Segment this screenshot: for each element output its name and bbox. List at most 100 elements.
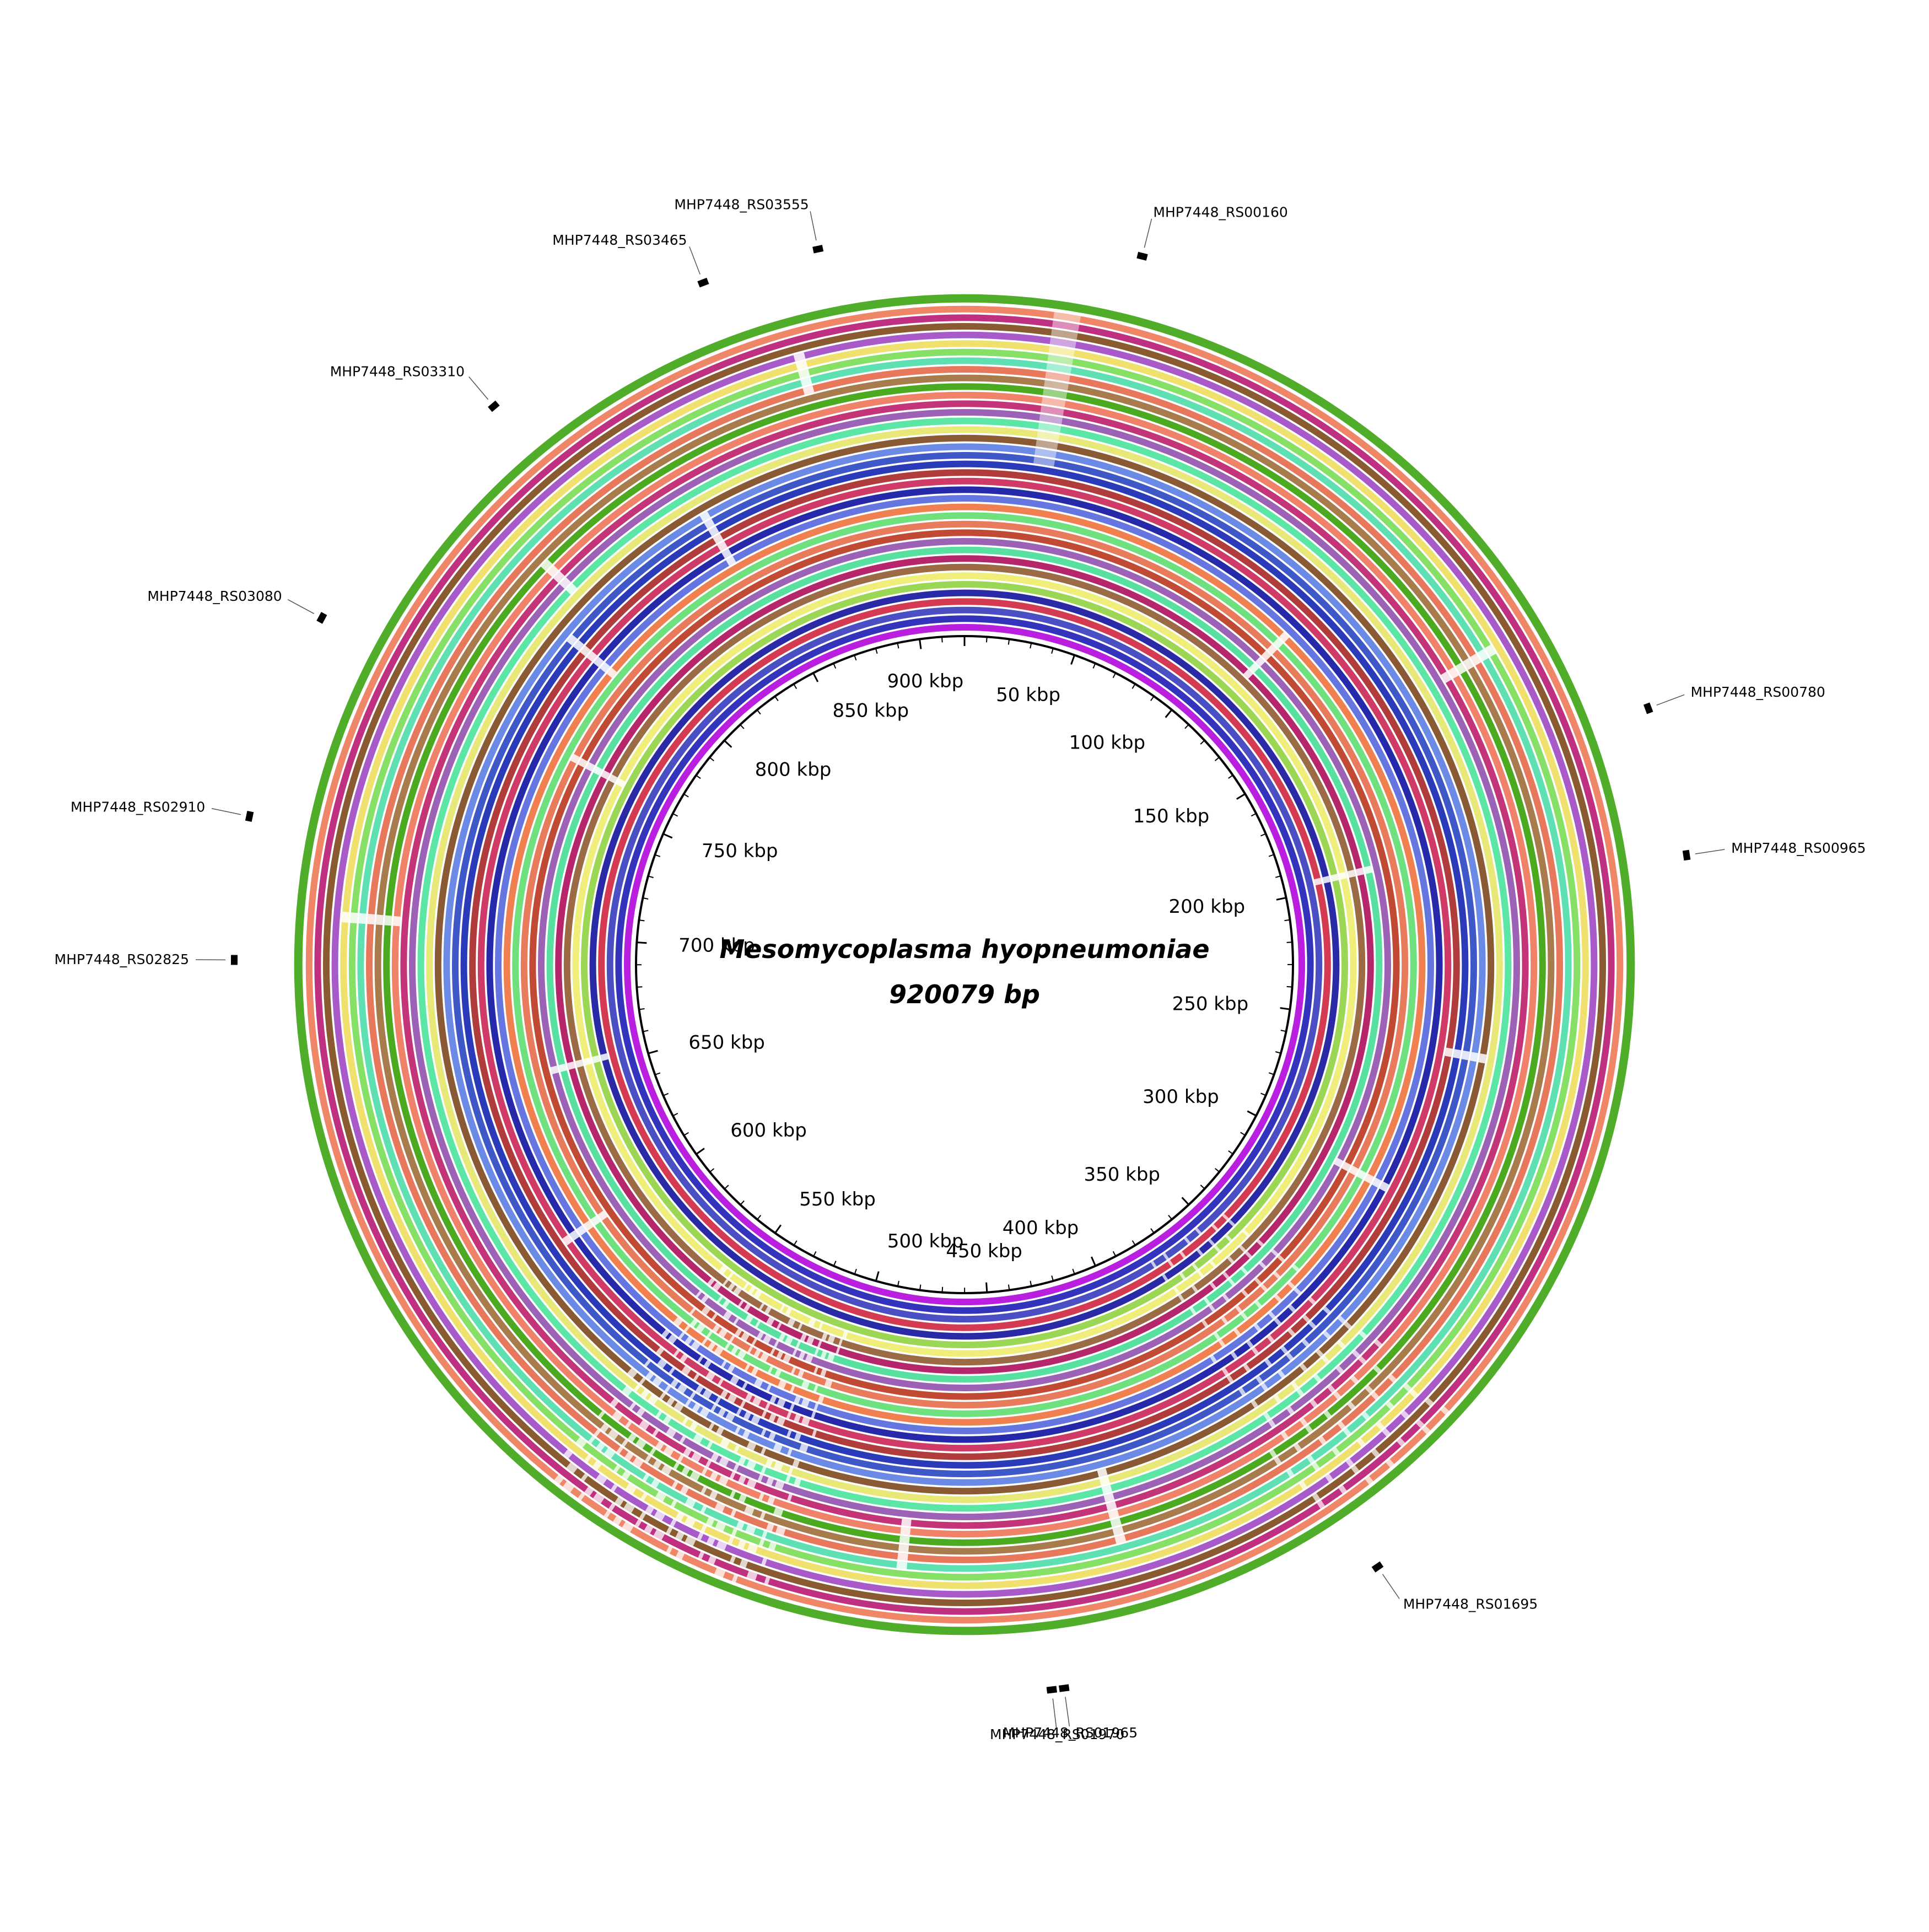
gap-arc (712, 1456, 717, 1459)
gap-arc (774, 1446, 782, 1449)
gap-arc (1275, 1460, 1279, 1462)
gap-arc (554, 1067, 556, 1074)
gap-arc (669, 1400, 673, 1403)
gap-arc (1246, 671, 1251, 676)
gap-arc (1367, 867, 1369, 874)
gap-arc (843, 1334, 847, 1335)
gap-arc (671, 1370, 673, 1371)
gap-arc (1043, 392, 1066, 396)
gap-arc (1245, 1366, 1248, 1369)
gap-arc (606, 1513, 609, 1515)
gap-arc (1199, 1251, 1201, 1253)
gap-arc (1232, 1354, 1236, 1357)
gap-arc (1424, 1428, 1428, 1432)
gap-arc (572, 1232, 576, 1239)
major-tick (663, 834, 672, 838)
gap-arc (1038, 426, 1060, 429)
gap-arc (812, 1414, 815, 1416)
scale-label: 200 kbp (1169, 896, 1246, 918)
gap-arc (595, 1056, 597, 1062)
gap-arc (641, 1423, 648, 1427)
gap-arc (672, 1503, 676, 1504)
gap-arc (1304, 1342, 1307, 1344)
gap-arc (707, 1520, 713, 1523)
gap-arc (666, 1388, 669, 1390)
gap-arc (710, 529, 717, 534)
gap-arc (623, 1442, 626, 1444)
gap-arc (1054, 315, 1080, 320)
minor-tick (833, 663, 836, 668)
minor-tick (673, 814, 678, 816)
gap-arc (1182, 1254, 1184, 1256)
minor-tick (757, 710, 761, 714)
gap-arc (1316, 1377, 1319, 1380)
gap-arc (1192, 1310, 1194, 1311)
scale-label: 800 kbp (755, 758, 832, 781)
gap-arc (788, 1497, 791, 1498)
gap-arc (615, 1519, 620, 1522)
gap-arc (901, 1531, 910, 1532)
gap-arc (745, 1306, 748, 1309)
gap-arc (1199, 1273, 1202, 1275)
gap-arc (638, 1441, 644, 1446)
minor-tick (1275, 876, 1281, 878)
minor-tick (710, 757, 714, 761)
gap-arc (758, 1334, 762, 1337)
gap-arc (1163, 1277, 1166, 1278)
gap-arc (1361, 1333, 1365, 1336)
gap-arc (379, 915, 380, 925)
gap-arc (1227, 1237, 1230, 1239)
gap-arc (1257, 1280, 1259, 1283)
gap-arc (1116, 1538, 1125, 1541)
minor-tick (663, 1094, 668, 1096)
gap-arc (650, 1397, 656, 1402)
gap-arc (789, 1470, 793, 1471)
gap-arc (699, 1554, 703, 1556)
gap-arc (603, 664, 608, 670)
gap-arc (759, 1477, 762, 1478)
gap-arc (685, 1451, 689, 1454)
gene-leader (469, 377, 488, 400)
gap-arc (1220, 1342, 1224, 1344)
gap-arc (1203, 1322, 1206, 1325)
gap-arc (693, 1344, 698, 1348)
minor-tick (1200, 740, 1204, 744)
gap-arc (826, 1382, 832, 1385)
gap-arc (676, 1320, 681, 1323)
gap-arc (745, 1509, 753, 1512)
gap-arc (739, 1543, 745, 1546)
gap-arc (694, 1406, 698, 1409)
gap-arc (1257, 1303, 1260, 1305)
gap-arc (728, 559, 735, 563)
gap-arc (723, 1363, 725, 1365)
gap-arc (804, 389, 813, 391)
gap-arc (789, 1321, 794, 1324)
gap-arc (1236, 1331, 1238, 1333)
gap-arc (741, 1403, 744, 1404)
gap-arc (702, 1411, 708, 1414)
gap-arc (754, 1400, 760, 1402)
gap-arc (598, 1445, 603, 1449)
gap-arc (714, 536, 721, 541)
gap-arc (731, 1338, 733, 1340)
gap-arc (602, 1426, 607, 1430)
gap-arc (1210, 1307, 1213, 1309)
gap-arc (1367, 1175, 1371, 1182)
gap-arc (672, 1382, 677, 1385)
gap-arc (624, 1389, 630, 1393)
minor-tick (648, 876, 654, 878)
gene-marker (1136, 252, 1147, 261)
major-tick (1276, 898, 1286, 900)
gap-arc (1345, 1430, 1349, 1434)
gap-arc (746, 1317, 751, 1321)
gap-arc (1311, 1299, 1313, 1302)
gap-arc (719, 1299, 721, 1300)
gap-arc (815, 1406, 817, 1407)
gap-arc (697, 1388, 702, 1391)
minor-tick (794, 684, 796, 689)
gap-arc (1152, 1264, 1155, 1266)
gap-arc (1427, 1400, 1431, 1404)
minor-tick (1215, 757, 1220, 761)
gap-arc (698, 1326, 703, 1330)
